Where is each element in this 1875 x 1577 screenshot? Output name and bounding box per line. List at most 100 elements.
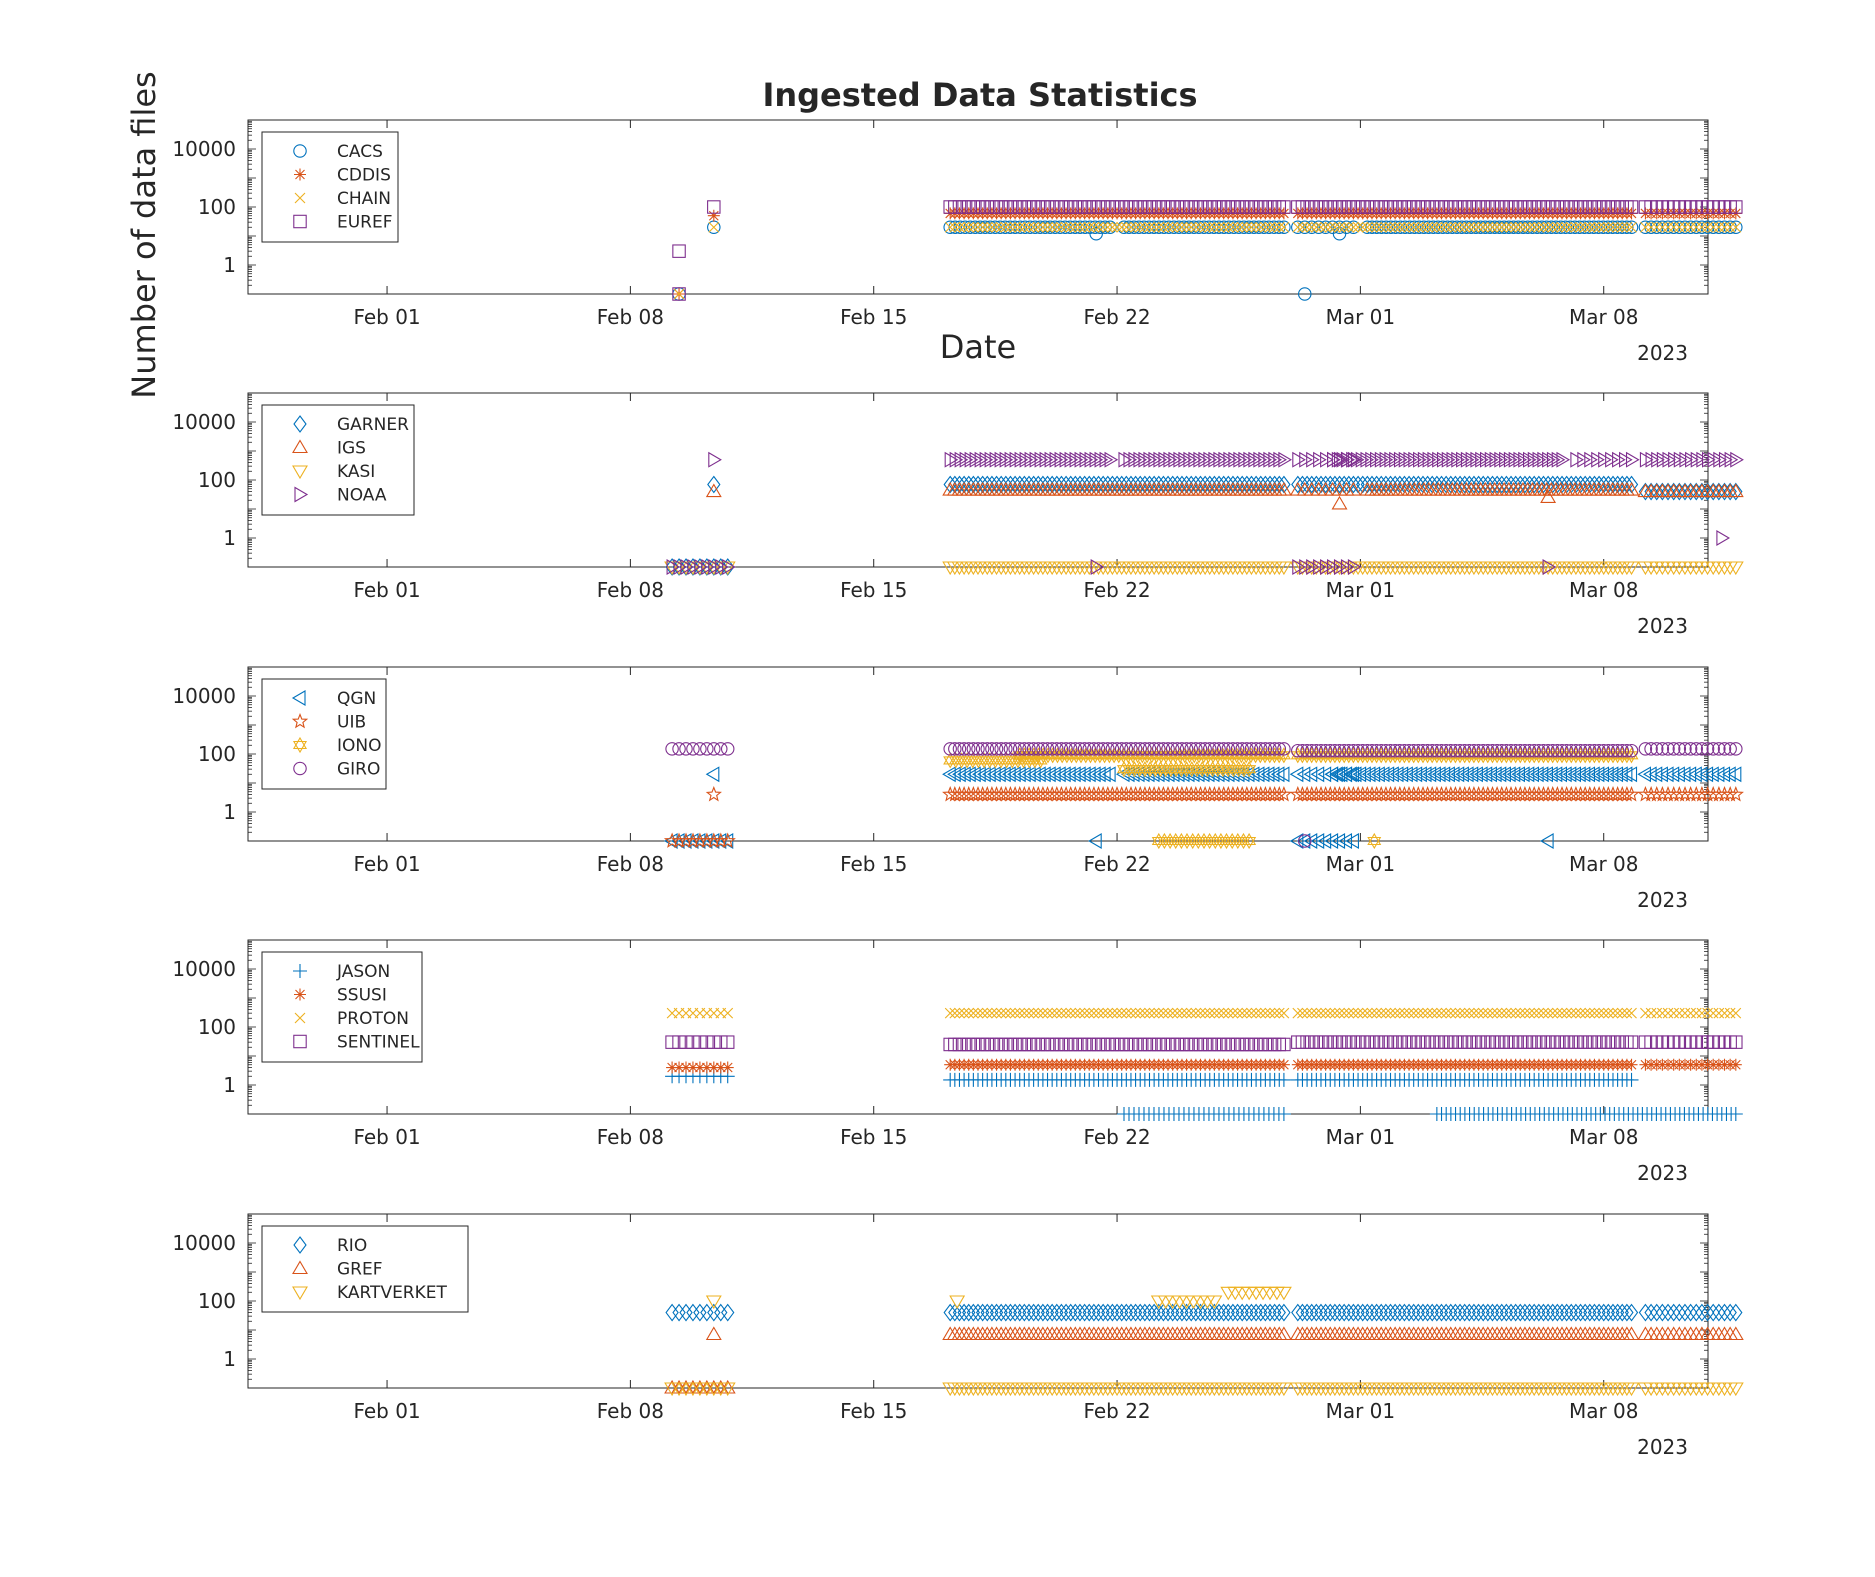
data-point xyxy=(1184,475,1198,494)
data-point xyxy=(1355,451,1370,468)
data-point xyxy=(1195,221,1206,233)
data-point xyxy=(1275,561,1292,576)
data-point xyxy=(1511,766,1525,783)
data-point xyxy=(1510,221,1522,233)
data-point xyxy=(1696,221,1708,233)
legend-entry: IONO xyxy=(337,736,382,756)
data-point xyxy=(1275,1382,1292,1397)
data-point xyxy=(1193,475,1208,494)
data-point xyxy=(1558,766,1572,783)
data-point xyxy=(1014,221,1026,233)
data-point xyxy=(1389,221,1401,233)
data-point xyxy=(1320,559,1334,575)
data-point xyxy=(1044,451,1059,468)
data-point xyxy=(1114,1303,1129,1322)
data-point xyxy=(989,451,1004,468)
data-point xyxy=(1093,1007,1104,1019)
data-point xyxy=(1370,220,1384,235)
data-point xyxy=(1379,220,1393,235)
data-point xyxy=(1203,451,1218,468)
data-point xyxy=(1717,742,1732,756)
data-point xyxy=(1624,1035,1639,1049)
data-point xyxy=(1133,742,1147,756)
data-point xyxy=(1695,742,1709,756)
data-point xyxy=(1301,221,1313,233)
data-point xyxy=(1124,1303,1138,1322)
legend-entry: CHAIN xyxy=(337,189,391,209)
data-point xyxy=(1324,1007,1336,1019)
data-point xyxy=(1087,766,1101,783)
data-point xyxy=(1487,221,1498,233)
data-point xyxy=(1473,221,1484,233)
data-point xyxy=(1037,766,1051,783)
data-point xyxy=(1142,742,1157,756)
data-point xyxy=(1394,766,1409,783)
data-point xyxy=(679,1035,693,1049)
data-point xyxy=(1352,766,1367,783)
data-point xyxy=(1729,1303,1743,1322)
data-point xyxy=(1393,1303,1407,1322)
data-point xyxy=(1267,1303,1282,1322)
data-point xyxy=(1096,1303,1110,1322)
data-point xyxy=(953,220,967,235)
data-point xyxy=(1508,1303,1523,1322)
data-point xyxy=(1273,451,1287,468)
data-point xyxy=(1306,559,1320,575)
data-point xyxy=(1026,1303,1041,1322)
data-point xyxy=(1138,451,1153,468)
data-point xyxy=(1478,766,1493,783)
data-point xyxy=(1028,221,1040,233)
data-point xyxy=(1156,1303,1171,1322)
data-point xyxy=(1651,1007,1663,1019)
data-point xyxy=(1165,1303,1180,1322)
data-point xyxy=(1365,220,1379,235)
data-point xyxy=(1649,742,1664,756)
data-point xyxy=(1199,221,1211,233)
data-point xyxy=(954,221,965,233)
data-point xyxy=(1724,1007,1736,1019)
x-tick-label: Mar 08 xyxy=(1569,1125,1639,1149)
x-tick-label: Feb 08 xyxy=(597,852,664,876)
data-point xyxy=(1189,475,1203,494)
data-point xyxy=(1476,1303,1490,1322)
data-point xyxy=(1059,475,1073,494)
data-point xyxy=(1365,451,1379,468)
data-point xyxy=(997,766,1011,783)
x-tick-label: Feb 22 xyxy=(1083,305,1150,329)
data-point xyxy=(1444,475,1458,494)
data-point xyxy=(1060,1007,1072,1019)
data-point xyxy=(1530,766,1544,783)
data-point xyxy=(1542,221,1554,233)
data-point xyxy=(1079,1007,1090,1019)
data-point xyxy=(1306,221,1318,233)
data-point xyxy=(963,1007,975,1019)
data-point xyxy=(1240,475,1254,494)
data-point xyxy=(1542,1007,1554,1019)
data-point xyxy=(1152,742,1166,756)
data-point xyxy=(714,1061,727,1074)
data-point xyxy=(958,221,970,233)
data-point xyxy=(1538,221,1549,233)
data-point xyxy=(1269,1007,1281,1019)
data-point xyxy=(1314,1303,1328,1322)
data-point xyxy=(1114,475,1129,494)
data-point xyxy=(974,451,989,468)
series-proton xyxy=(666,1007,1742,1019)
data-point xyxy=(1069,451,1084,468)
data-point xyxy=(1690,221,1702,233)
data-point xyxy=(1533,1007,1545,1019)
legend-marker xyxy=(293,144,307,158)
data-point xyxy=(1508,475,1523,494)
data-point xyxy=(1212,475,1226,494)
data-point xyxy=(1272,1303,1286,1322)
data-point xyxy=(1356,475,1370,494)
data-point xyxy=(1508,743,1523,758)
data-point xyxy=(1536,475,1551,494)
data-point xyxy=(1600,766,1614,783)
data-point xyxy=(1578,743,1592,758)
data-point xyxy=(1088,221,1100,233)
panel-5: 1 100 10000 Feb 01 Feb 08 Feb 15 Feb 22 Mar 01 M… xyxy=(172,1213,1744,1459)
data-point xyxy=(1548,766,1563,783)
legend-entry: UIB xyxy=(337,713,366,733)
data-point xyxy=(1481,475,1495,494)
